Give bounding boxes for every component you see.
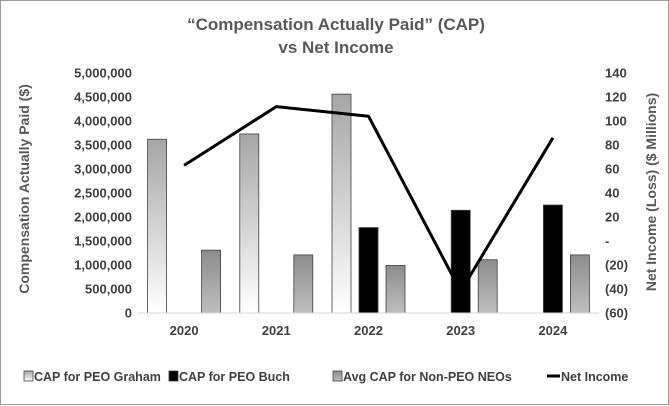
legend-swatch — [24, 371, 33, 381]
left-axis-title: Compensation Actually Paid ($) — [16, 84, 32, 294]
right-tick-label: (40) — [605, 282, 628, 297]
right-tick-label: 120 — [605, 90, 627, 105]
right-tick-label: 40 — [605, 186, 619, 201]
left-tick-label: 1,500,000 — [74, 234, 132, 249]
bar-cap-for-peo-graham-2022 — [332, 94, 351, 313]
legend-swatch — [333, 371, 342, 381]
bar-series — [148, 94, 590, 313]
right-tick-label: - — [605, 234, 609, 249]
right-axis-title: Net Income (Loss) ($ Millions) — [643, 93, 659, 291]
left-tick-label: 3,500,000 — [74, 138, 132, 153]
right-tick-label: 140 — [605, 66, 627, 81]
x-tick-label: 2023 — [446, 323, 475, 338]
left-axis-ticks: 0 500,000 1,000,000 1,500,000 2,000,000 2,500… — [74, 66, 132, 321]
bar-cap-for-peo-buch-2022 — [359, 228, 378, 313]
chart-title-line2: vs Net Income — [278, 38, 393, 57]
left-tick-label: 2,500,000 — [74, 186, 132, 201]
bar-cap-for-peo-buch-2024 — [543, 205, 562, 313]
right-axis-ticks: (60) (40) (20) - 20 40 60 80 100 120 140 — [605, 66, 628, 321]
bar-avg-cap-for-non-peo-neos-2020 — [202, 250, 221, 313]
left-tick-label: 1,000,000 — [74, 258, 132, 273]
legend-swatch — [169, 371, 178, 381]
right-tick-label: 60 — [605, 162, 619, 177]
x-tick-label: 2022 — [354, 323, 383, 338]
bar-cap-for-peo-graham-2021 — [240, 134, 259, 313]
left-tick-label: 3,000,000 — [74, 162, 132, 177]
x-tick-label: 2024 — [538, 323, 568, 338]
bar-avg-cap-for-non-peo-neos-2023 — [478, 260, 497, 313]
x-tick-label: 2020 — [170, 323, 199, 338]
left-tick-label: 0 — [125, 306, 132, 321]
x-tick-label: 2021 — [262, 323, 291, 338]
right-tick-label: 80 — [605, 138, 619, 153]
bar-cap-for-peo-graham-2020 — [148, 139, 167, 313]
legend: CAP for PEO Graham CAP for PEO Buch Avg CA… — [24, 370, 628, 384]
bar-avg-cap-for-non-peo-neos-2022 — [386, 265, 405, 313]
left-tick-label: 2,000,000 — [74, 210, 132, 225]
right-tick-label: (60) — [605, 306, 628, 321]
legend-label: CAP for PEO Graham — [34, 370, 161, 384]
right-tick-label: (20) — [605, 258, 628, 273]
left-tick-label: 5,000,000 — [74, 66, 132, 81]
bar-cap-for-peo-buch-2023 — [451, 210, 470, 313]
x-axis-ticks: 2020 2021 2022 2023 2024 — [170, 323, 568, 338]
legend-label: Net Income — [561, 370, 628, 384]
right-tick-label: 20 — [605, 210, 619, 225]
left-tick-label: 4,500,000 — [74, 90, 132, 105]
bar-avg-cap-for-non-peo-neos-2024 — [570, 255, 589, 313]
right-tick-label: 100 — [605, 114, 627, 129]
chart-title-line1: “Compensation Actually Paid” (CAP) — [187, 15, 485, 34]
legend-label: Avg CAP for Non-PEO NEOs — [343, 370, 512, 384]
bar-avg-cap-for-non-peo-neos-2021 — [294, 255, 313, 313]
legend-label: CAP for PEO Buch — [179, 370, 290, 384]
left-tick-label: 500,000 — [85, 282, 132, 297]
left-tick-label: 4,000,000 — [74, 114, 132, 129]
